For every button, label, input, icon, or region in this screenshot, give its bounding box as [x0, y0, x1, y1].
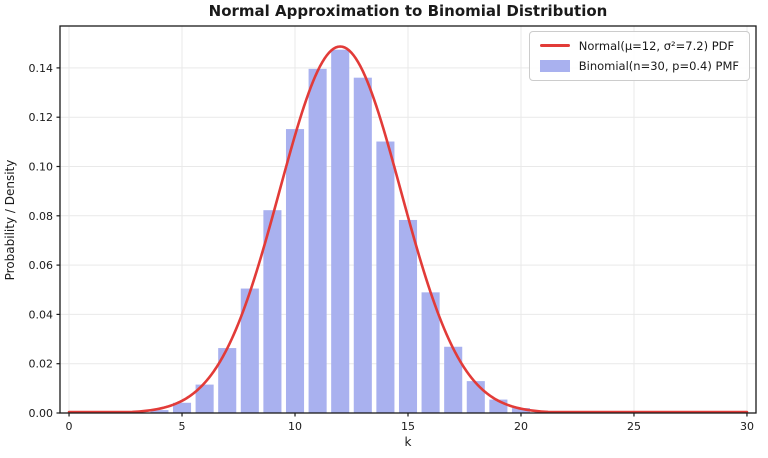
pmf-bar: [195, 384, 214, 413]
y-tick-label: 0.08: [29, 210, 54, 223]
pmf-bar: [466, 381, 485, 413]
grid-layer: [60, 26, 756, 414]
x-tick-label: 20: [514, 420, 528, 433]
pmf-bar: [308, 68, 327, 413]
legend-entry-normal: Normal(μ=12, σ²=7.2) PDF: [539, 37, 739, 54]
binomial-pmf-patch-swatch: [539, 59, 570, 72]
normal-pdf-line-swatch: [539, 44, 570, 47]
pmf-bar: [150, 410, 169, 413]
x-axis-label: k: [405, 435, 412, 449]
x-tick-label: 10: [288, 420, 302, 433]
pmf-bar: [511, 408, 531, 413]
y-tick-label: 0.02: [29, 358, 54, 371]
pmf-bar: [285, 129, 305, 414]
legend: Normal(μ=12, σ²=7.2) PDF Binomial(n=30, …: [528, 31, 750, 81]
axes-layer: 0 5 10 15 20 25 30 0.00 0.02 0.04 0.06 0.08 0.10 0.12…: [29, 25, 757, 433]
x-tick-label: 25: [627, 420, 641, 433]
pdf-curve: [67, 45, 749, 414]
y-axis-label: Probability / Density: [3, 160, 17, 281]
y-tick-label: 0.10: [29, 161, 54, 174]
pmf-bar: [218, 348, 237, 413]
binomial-bars-layer: [127, 49, 576, 414]
pmf-bar: [444, 346, 463, 413]
pmf-bar: [353, 77, 372, 414]
legend-label-binomial: Binomial(n=30, p=0.4) PMF: [578, 58, 739, 73]
pmf-bar: [172, 402, 192, 413]
x-tick-label: 0: [66, 420, 73, 433]
y-tick-label: 0.04: [29, 308, 54, 321]
pmf-bar: [398, 219, 418, 413]
pmf-bar: [421, 292, 440, 413]
y-tick-label: 0.12: [29, 111, 54, 124]
x-tick-label: 30: [740, 420, 754, 433]
pmf-bar: [263, 210, 282, 413]
y-tick-label: 0.14: [29, 62, 54, 75]
x-tick-label: 5: [179, 420, 186, 433]
y-tick-label: 0.06: [29, 259, 54, 272]
x-tick-label: 15: [401, 420, 415, 433]
normal-curve-layer: [67, 45, 749, 414]
pmf-bar: [240, 288, 259, 413]
pmf-bar: [331, 49, 350, 413]
legend-label-normal: Normal(μ=12, σ²=7.2) PDF: [578, 38, 735, 53]
y-tick-label: 0.00: [29, 407, 54, 420]
legend-entry-binomial: Binomial(n=30, p=0.4) PMF: [539, 57, 739, 74]
chart-title: Normal Approximation to Binomial Distrib…: [209, 2, 608, 20]
pmf-bar: [376, 141, 395, 414]
